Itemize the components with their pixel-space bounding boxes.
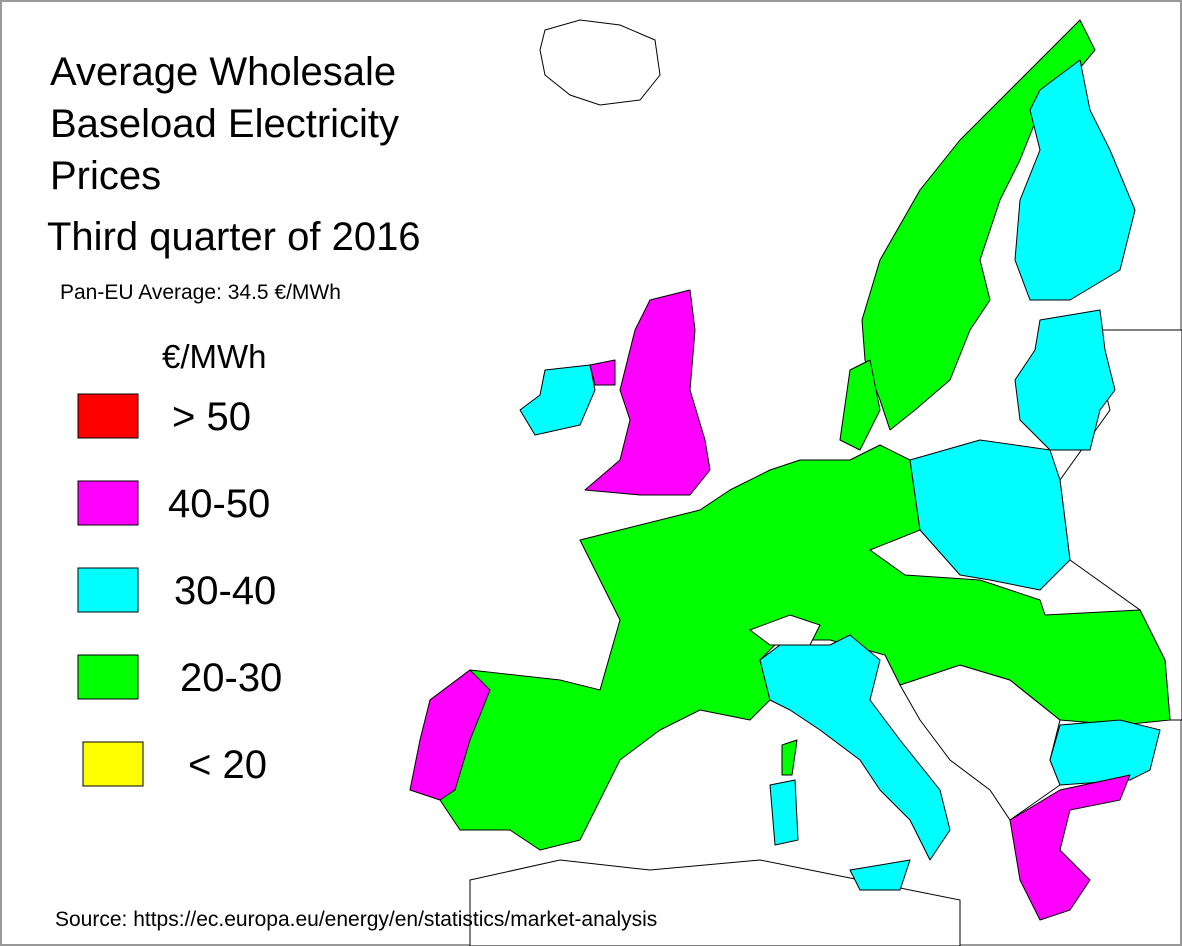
baltics <box>1014 309 1116 451</box>
average: Pan-EU Average: 34.5 €/MWh <box>60 281 341 304</box>
legend-swatch <box>77 567 139 613</box>
legend: > 50 40-50 30-40 20-30 < 20 <box>77 393 282 787</box>
switzerland <box>748 614 821 646</box>
period: Third quarter of 2016 <box>47 215 421 259</box>
title-line: Prices <box>50 154 161 198</box>
iceland <box>539 19 661 106</box>
poland <box>909 439 1071 591</box>
source: Source: https://ec.europa.eu/energy/en/s… <box>55 908 657 931</box>
title: Average Wholesale Baseload Electricity P… <box>50 50 399 198</box>
sardinia <box>769 779 799 846</box>
corsica <box>781 739 798 776</box>
title-line: Average Wholesale <box>50 50 396 94</box>
legend-label: < 20 <box>188 743 267 787</box>
legend-label: 30-40 <box>174 569 276 613</box>
great-britain <box>584 289 711 496</box>
denmark <box>839 359 881 451</box>
italy <box>759 634 951 861</box>
legend-unit: €/MWh <box>162 338 267 375</box>
northern-ireland <box>589 359 616 386</box>
legend-swatch <box>77 480 139 526</box>
legend-label: 40-50 <box>168 482 270 526</box>
legend-swatch <box>82 741 144 787</box>
greece <box>1009 774 1131 921</box>
legend-label: 20-30 <box>180 656 282 700</box>
scandinavia <box>861 19 1096 431</box>
title-line: Baseload Electricity <box>50 102 399 146</box>
sicily <box>849 859 911 891</box>
legend-swatch <box>77 393 139 439</box>
bulgaria <box>1049 719 1161 786</box>
portugal <box>409 669 491 801</box>
finland <box>1014 59 1136 301</box>
map <box>409 19 1182 946</box>
legend-label: > 50 <box>172 395 251 439</box>
ireland <box>519 364 596 436</box>
legend-swatch <box>77 654 139 700</box>
